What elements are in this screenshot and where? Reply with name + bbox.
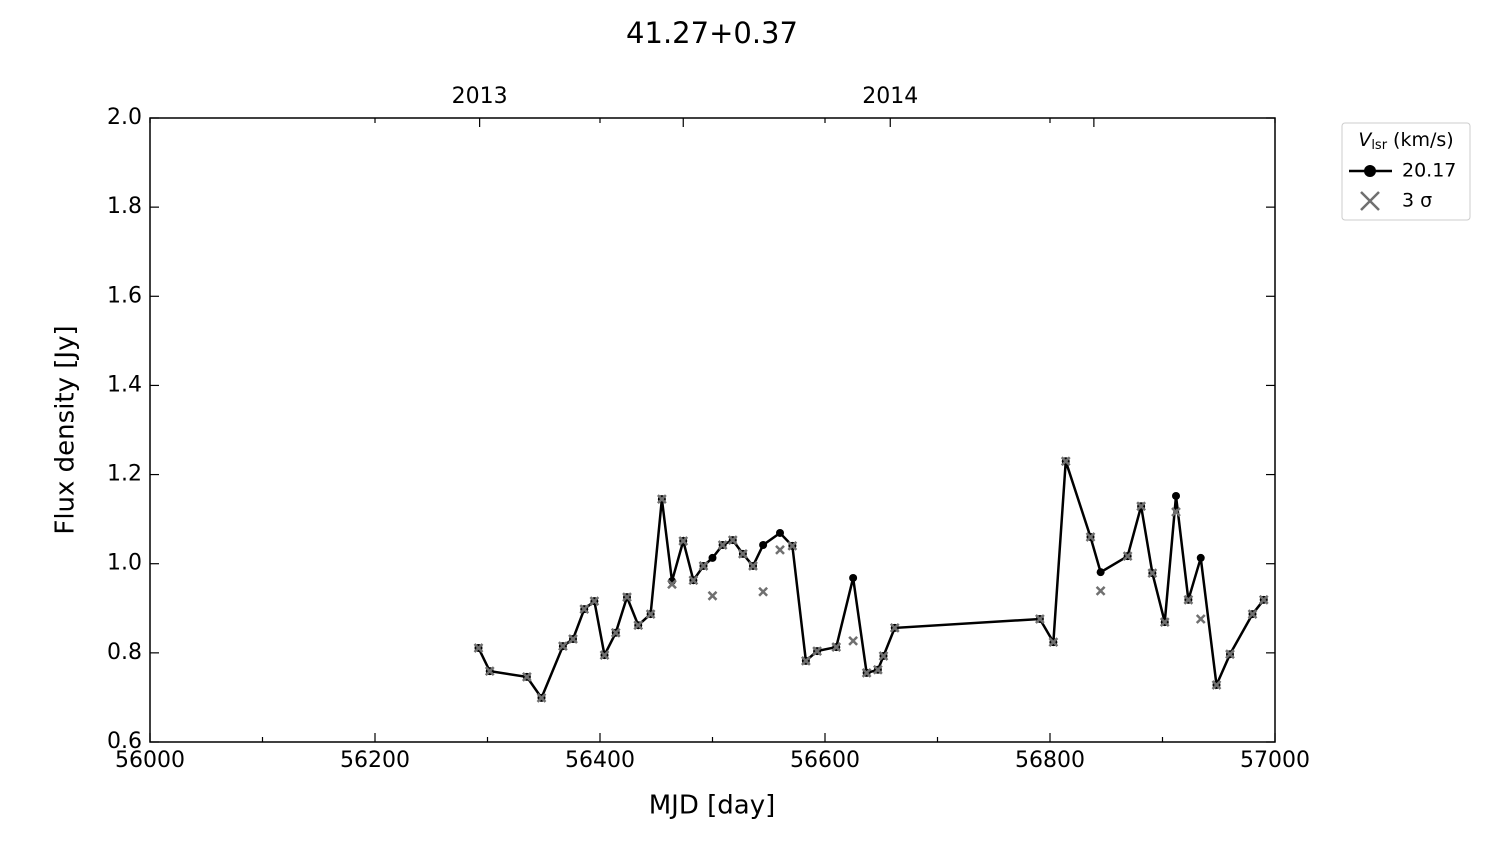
legend-title-subscript: lsr [1371,138,1387,153]
y-tick-label: 1.2 [107,462,142,487]
y-tick-label: 1.8 [107,194,142,219]
data-point [633,620,644,631]
data-point [717,540,728,550]
data-point [473,643,484,653]
series [474,457,1268,702]
data-point [849,573,858,582]
data-point [800,655,811,666]
y-tick-label: 1.4 [107,372,142,397]
x-axis-label: MJD [day] [649,791,776,821]
data-point [579,604,590,615]
data-point [1034,614,1045,624]
data-point [776,528,784,537]
data-point [737,549,748,559]
chart-title: 41.27+0.37 [626,16,798,50]
y-tick-label: 2.0 [107,105,142,130]
data-point [1122,551,1133,562]
y-tick-label: 0.8 [107,640,142,665]
data-point [707,590,718,601]
x2-tick-label: 2014 [862,84,918,109]
data-point [812,646,823,656]
data-point [1183,594,1194,605]
data-point [1196,553,1205,562]
data-point [775,545,785,555]
data-point [557,641,568,652]
data-point [1159,617,1170,627]
data-point [1060,456,1071,467]
data-point [848,635,859,646]
legend-title-symbol: V [1358,129,1373,151]
x-tick-label: 56600 [790,748,860,773]
plot-frame [149,117,1276,743]
data-point [1195,614,1206,624]
data-point [758,586,769,597]
data-point [1211,680,1222,690]
series-line [477,460,1265,701]
data-point [1171,507,1181,517]
data-point [1147,568,1158,578]
x-tick-label: 56000 [115,748,185,773]
data-point [708,553,717,562]
x2-tick-label: 2013 [452,84,508,109]
data-point [521,672,532,682]
x-tick-label: 56800 [1015,748,1085,773]
y-tick-label: 1.0 [107,551,142,576]
data-point [610,627,621,638]
data-point [1096,568,1105,577]
legend-label: 3 σ [1402,190,1432,212]
data-point [1136,501,1147,512]
data-point [1085,532,1096,542]
data-point [678,536,689,546]
x-tick-label: 56200 [340,748,410,773]
legend-marker [1360,191,1380,211]
data-point [861,668,872,678]
data-point [1247,609,1258,619]
data-point [727,535,738,545]
legend-marker [1364,165,1376,177]
data-point [787,541,798,551]
legend-title: Vlsr (km/s) [1358,129,1453,153]
x-tick-label: 57000 [1240,748,1310,773]
data-point [1048,637,1059,648]
data-point [1095,586,1106,596]
data-point [878,651,889,661]
data-point [589,596,600,607]
data-point [889,623,900,633]
data-point [698,561,709,571]
data-point [1172,491,1180,500]
data-point [1258,594,1269,605]
data-point [1225,649,1235,660]
y-tick-label: 1.6 [107,283,142,308]
legend-label: 20.17 [1402,160,1456,182]
data-point [688,575,699,586]
series [473,456,1269,703]
x-tick-label: 56400 [565,748,635,773]
data-point [536,692,547,703]
data-point [872,664,883,675]
data-point [759,540,768,549]
data-point [599,650,610,660]
data-point [831,642,842,652]
data-point [622,592,632,603]
data-point [645,609,656,619]
y-axis-label: Flux density [Jy] [51,325,81,534]
legend-title-unit: (km/s) [1393,129,1454,151]
y-tick-label: 0.6 [107,729,142,754]
data-point [667,579,677,590]
data-point [748,561,758,571]
data-point [656,494,667,504]
data-point [568,634,578,644]
data-point [484,666,495,677]
